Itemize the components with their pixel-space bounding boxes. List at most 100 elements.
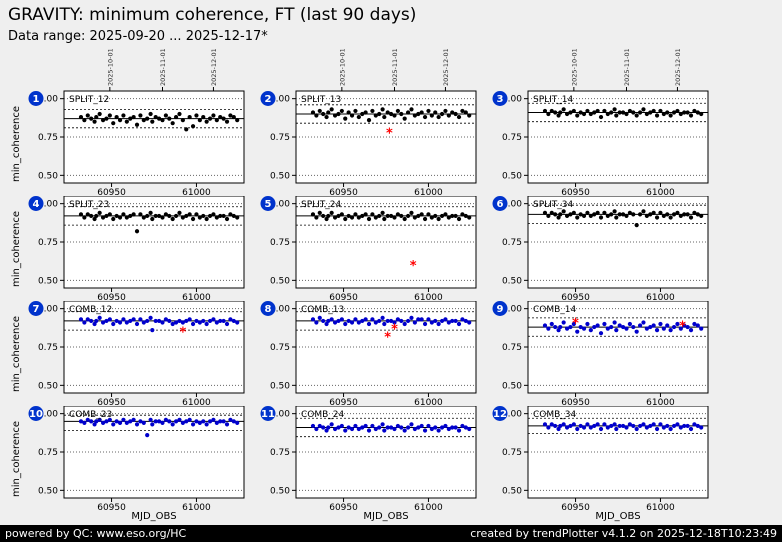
- axis-ticks: [292, 203, 429, 292]
- svg-text:60950: 60950: [329, 503, 358, 511]
- data-points: [78, 417, 240, 438]
- svg-text:0.50: 0.50: [38, 486, 58, 496]
- subplot-title: COMB_12: [69, 305, 112, 315]
- x-axis-label: MJD_OBS: [131, 511, 177, 522]
- svg-text:0.50: 0.50: [38, 171, 58, 181]
- svg-text:2025-12-01: 2025-12-01: [210, 49, 218, 86]
- svg-text:0.75: 0.75: [270, 133, 290, 143]
- svg-text:1.00: 1.00: [38, 95, 58, 105]
- svg-text:5: 5: [265, 199, 272, 210]
- y-tick-labels: 1.00 0.75 0.50: [270, 200, 290, 287]
- outlier-points: *: [410, 259, 417, 274]
- svg-text:60950: 60950: [561, 293, 590, 301]
- svg-text:*: *: [179, 326, 186, 341]
- svg-text:1.00: 1.00: [502, 305, 522, 315]
- svg-text:61000: 61000: [646, 503, 675, 511]
- svg-text:2025-10-01: 2025-10-01: [106, 49, 114, 86]
- svg-text:*: *: [572, 316, 579, 331]
- svg-text:61000: 61000: [182, 398, 211, 406]
- svg-text:1.00: 1.00: [270, 410, 290, 420]
- svg-text:0.50: 0.50: [270, 486, 290, 496]
- svg-text:0.50: 0.50: [270, 276, 290, 286]
- subplot-number-badge: 7: [28, 301, 44, 316]
- svg-text:60950: 60950: [561, 398, 590, 406]
- svg-text:61000: 61000: [414, 293, 443, 301]
- subplot-COMB_24: 1.00 0.75 0.50 60950 61000 COMB_24 11: [260, 406, 477, 511]
- subplot-number-badge: 12: [492, 406, 508, 421]
- subplot-SPLIT_13: 1.00 0.75 0.50 60950 61000 2025-10-01 2025-11-…: [260, 49, 477, 196]
- axis-ticks: [524, 308, 661, 397]
- subplot-number-badge: 6: [492, 196, 508, 211]
- data-points: [78, 210, 240, 234]
- threshold-lines: [528, 204, 708, 225]
- data-points: [78, 111, 240, 132]
- svg-text:1: 1: [33, 94, 40, 105]
- svg-text:0.75: 0.75: [270, 238, 290, 248]
- svg-text:2025-11-01: 2025-11-01: [623, 49, 631, 86]
- data-points: [310, 210, 472, 222]
- svg-text:60950: 60950: [329, 188, 358, 196]
- grid-lines: [528, 203, 708, 281]
- svg-text:10: 10: [29, 409, 43, 420]
- x-tick-labels: 60950 61000: [97, 293, 211, 301]
- svg-text:*: *: [679, 320, 686, 335]
- svg-text:2025-11-01: 2025-11-01: [159, 49, 167, 86]
- axis-ticks: [292, 413, 429, 502]
- svg-text:61000: 61000: [182, 188, 211, 196]
- x-axis-label: MJD_OBS: [363, 511, 409, 522]
- data-points: [310, 107, 472, 123]
- y-tick-labels: 1.00 0.75 0.50: [502, 410, 522, 497]
- subplot-SPLIT_12: 1.00 0.75 0.50 60950 61000 2025-10-01 2025-11-…: [28, 49, 245, 196]
- svg-text:61000: 61000: [646, 398, 675, 406]
- header: GRAVITY: minimum coherence, FT (last 90 …: [0, 0, 782, 47]
- svg-text:60950: 60950: [97, 503, 126, 511]
- y-tick-labels: 1.00 0.75 0.50: [270, 305, 290, 392]
- subplot-COMB_13: 1.00 0.75 0.50 60950 61000 ** COMB_13 8: [260, 301, 477, 406]
- svg-text:0.75: 0.75: [270, 343, 290, 353]
- x-tick-labels: 60950 61000: [97, 398, 211, 406]
- data-points: [542, 320, 704, 336]
- svg-text:61000: 61000: [646, 293, 675, 301]
- data-points: [310, 315, 472, 327]
- outlier-points: **: [384, 323, 398, 346]
- y-axis-label: min_coherence: [10, 105, 22, 182]
- svg-text:1.00: 1.00: [502, 95, 522, 105]
- svg-text:0.75: 0.75: [502, 238, 522, 248]
- svg-text:2025-12-01: 2025-12-01: [442, 49, 450, 86]
- svg-text:1.00: 1.00: [502, 200, 522, 210]
- axis-ticks: [524, 413, 661, 502]
- x-tick-labels: 60950 61000: [561, 293, 675, 301]
- svg-text:0.75: 0.75: [502, 133, 522, 143]
- data-points: [310, 422, 472, 433]
- subplot-COMB_23: 1.00 0.75 0.50 60950 61000 COMB_23 10: [28, 406, 245, 511]
- svg-text:8: 8: [265, 304, 272, 315]
- grid-lines: [64, 413, 244, 491]
- svg-text:1.00: 1.00: [270, 200, 290, 210]
- subplot-COMB_12: 1.00 0.75 0.50 60950 61000 * COMB_12 7: [28, 301, 245, 406]
- svg-text:61000: 61000: [182, 293, 211, 301]
- axis-ticks: [524, 87, 678, 187]
- subplot-COMB_34: 1.00 0.75 0.50 60950 61000 COMB_34 12: [492, 406, 709, 511]
- threshold-lines: [296, 206, 476, 226]
- svg-text:60950: 60950: [97, 188, 126, 196]
- subplot-SPLIT_24: 1.00 0.75 0.50 60950 61000 * SPLIT_24 5: [260, 196, 477, 301]
- axis-ticks: [292, 87, 446, 187]
- data-points: [542, 209, 704, 228]
- subplot-number-badge: 4: [28, 196, 44, 211]
- x-tick-labels: 60950 61000: [561, 188, 675, 196]
- subplot-number-badge: 9: [492, 301, 508, 316]
- threshold-lines: [296, 417, 476, 438]
- svg-text:2025-11-01: 2025-11-01: [391, 49, 399, 86]
- svg-text:61000: 61000: [182, 503, 211, 511]
- svg-text:0.75: 0.75: [38, 343, 58, 353]
- svg-text:7: 7: [33, 304, 40, 315]
- svg-text:60950: 60950: [561, 188, 590, 196]
- subplot-title: COMB_14: [533, 305, 577, 315]
- svg-text:60950: 60950: [97, 398, 126, 406]
- outlier-points: *: [386, 126, 393, 141]
- grid-lines: [296, 98, 476, 176]
- subplot-number-badge: 1: [28, 91, 44, 106]
- y-tick-labels: 1.00 0.75 0.50: [270, 410, 290, 497]
- svg-text:2025-10-01: 2025-10-01: [570, 49, 578, 86]
